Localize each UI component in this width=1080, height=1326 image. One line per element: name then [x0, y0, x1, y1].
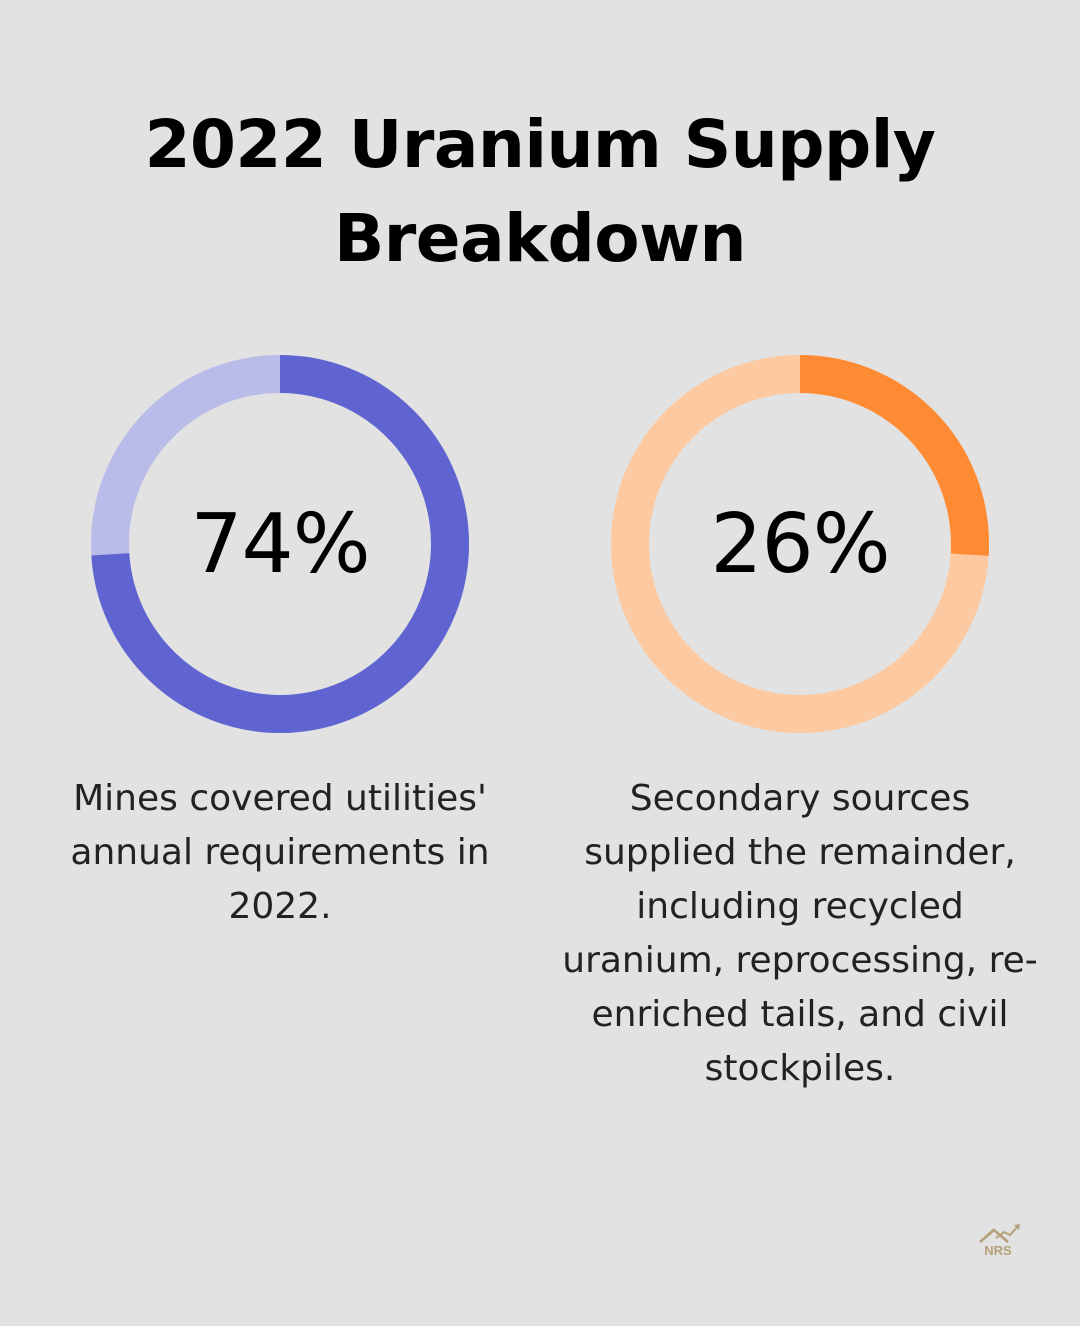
donut-chart-mines: 74%	[90, 354, 470, 734]
stat-panel-secondary: 26% Secondary sources supplied the remai…	[540, 354, 1080, 1114]
donut-value-arc	[611, 355, 989, 733]
donut-chart-secondary: 26%	[610, 354, 990, 734]
page-title: 2022 Uranium Supply Breakdown	[144, 106, 936, 277]
donut-value-arc	[91, 355, 469, 733]
logo-text: NRS	[984, 1243, 1012, 1258]
stat-caption: Mines covered utilities' annual requirem…	[70, 778, 490, 927]
stat-panel-mines: 74% Mines covered utilities' annual requ…	[20, 354, 560, 1114]
donut-value-label: 26%	[710, 496, 890, 592]
donut-svg-secondary	[611, 355, 989, 733]
donut-value-label: 74%	[190, 496, 370, 592]
house-chart-logo-icon	[979, 1224, 1020, 1243]
nrs-logo: NRS	[974, 1222, 1022, 1262]
donut-svg-mines	[91, 355, 469, 733]
stat-caption: Secondary sources supplied the remainder…	[562, 778, 1038, 1089]
